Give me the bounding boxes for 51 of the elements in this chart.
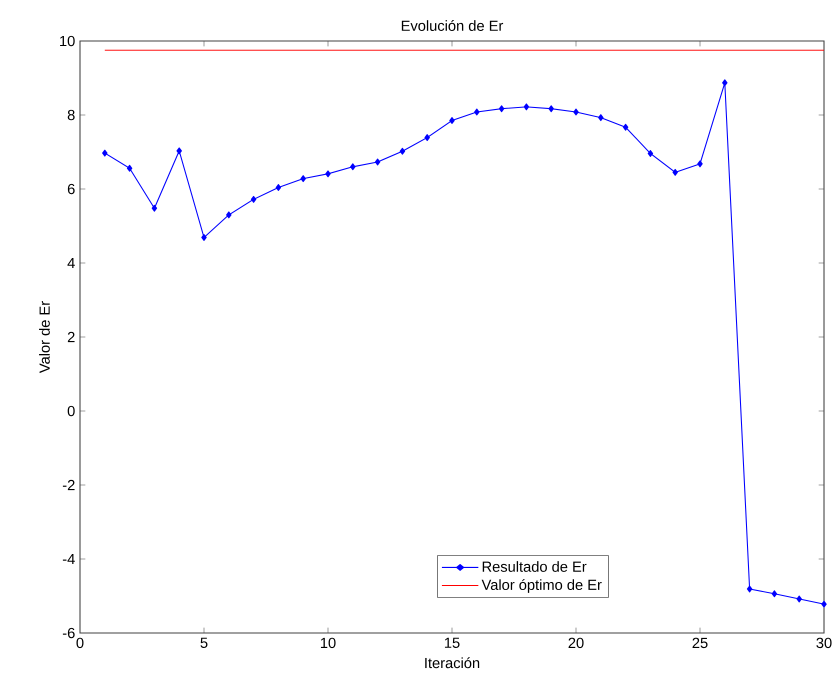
point bbox=[722, 79, 728, 86]
point bbox=[176, 147, 182, 154]
legend-label: Resultado de Er bbox=[482, 561, 586, 572]
point bbox=[772, 590, 778, 598]
point bbox=[498, 105, 504, 112]
point bbox=[598, 114, 604, 122]
point bbox=[796, 595, 802, 602]
y-tick-label: 0 bbox=[68, 406, 75, 416]
point bbox=[374, 158, 380, 166]
y-tick-label: 2 bbox=[68, 332, 75, 342]
point bbox=[300, 175, 306, 182]
point bbox=[449, 117, 455, 124]
x-tick-label: 20 bbox=[568, 638, 584, 648]
y-tick-label: -6 bbox=[62, 628, 75, 638]
point bbox=[201, 234, 207, 241]
point bbox=[424, 134, 430, 142]
y-tick-label: 8 bbox=[68, 110, 75, 120]
point bbox=[152, 204, 158, 212]
point bbox=[400, 148, 406, 155]
legend-label: Valor óptimo de Er bbox=[482, 579, 602, 593]
point bbox=[648, 150, 654, 157]
y-tick-label: -4 bbox=[62, 554, 75, 564]
y-tick-label: 4 bbox=[67, 258, 75, 268]
point bbox=[325, 170, 331, 178]
x-tick-label: 25 bbox=[692, 638, 708, 648]
x-tick-label: 30 bbox=[816, 638, 832, 648]
point bbox=[524, 103, 530, 110]
point bbox=[622, 124, 628, 131]
point bbox=[474, 108, 480, 116]
y-tick-label: 10 bbox=[60, 36, 75, 46]
point bbox=[746, 586, 752, 592]
y-axis-title: Valor de Er bbox=[39, 301, 50, 374]
point bbox=[821, 600, 827, 608]
point bbox=[350, 163, 356, 170]
x-tick-label: 10 bbox=[320, 638, 336, 648]
chart-title: Evolución de Er bbox=[402, 20, 504, 31]
x-tick-label: 5 bbox=[200, 638, 208, 648]
point bbox=[126, 164, 132, 172]
y-tick-label: 6 bbox=[68, 184, 75, 194]
point bbox=[276, 184, 282, 191]
point bbox=[573, 108, 579, 116]
point bbox=[672, 168, 678, 176]
point bbox=[697, 160, 703, 168]
y-tick-label: -2 bbox=[62, 480, 75, 490]
x-axis-title: Iteración bbox=[425, 657, 480, 668]
point bbox=[250, 196, 256, 203]
point bbox=[102, 150, 108, 157]
point bbox=[548, 105, 554, 112]
point bbox=[226, 211, 232, 218]
x-tick-label: 15 bbox=[444, 638, 460, 648]
x-tick-label: 0 bbox=[76, 638, 84, 648]
